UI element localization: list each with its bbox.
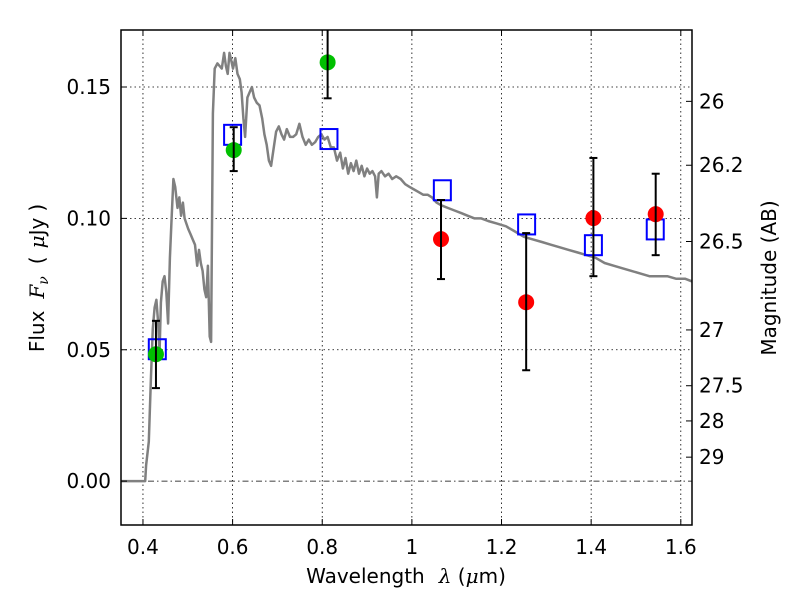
model-photometry-square <box>319 128 339 151</box>
x-tick-label: 0.4 <box>127 535 159 559</box>
y2-axis-ticks: 26 26.2 26.5 27 27.5 28 29 <box>686 89 744 469</box>
x-tick-label: 1.6 <box>665 535 697 559</box>
x-tick-label: 1.2 <box>486 535 518 559</box>
grid <box>121 30 692 525</box>
y2-tick-label: 28 <box>699 409 724 433</box>
y-axis-label: FluxFν(μJy) <box>25 204 52 352</box>
y2-tick-label: 27.5 <box>699 374 744 398</box>
y-tick-label: 0.15 <box>66 75 111 99</box>
y2-axis-label: Magnitude (AB) <box>757 200 781 355</box>
y-tick-label: 0.00 <box>66 469 111 493</box>
plot-frame <box>120 29 693 526</box>
y2-tick-label: 26 <box>699 89 724 113</box>
x-axis-label: Wavelength λ (μm) <box>306 564 506 588</box>
y-tick-label: 0.10 <box>66 206 111 230</box>
x-tick-label: 0.6 <box>217 535 249 559</box>
series-layer <box>121 30 692 483</box>
x-tick-label: 1 <box>406 535 419 559</box>
y2-tick-label: 26.2 <box>699 153 744 177</box>
y2-tick-label: 29 <box>699 445 724 469</box>
spectrum-line <box>121 51 692 483</box>
y2-tick-label: 26.5 <box>699 230 744 254</box>
y2-tick-label: 27 <box>699 318 724 342</box>
y-axis-ticks: 0.00 0.05 0.10 0.15 <box>66 75 127 493</box>
x-tick-label: 0.8 <box>306 535 338 559</box>
x-axis-ticks: 0.4 0.6 0.8 1 1.2 1.4 1.6 <box>127 30 697 559</box>
x-tick-label: 1.4 <box>575 535 607 559</box>
y-tick-label: 0.05 <box>66 338 111 362</box>
